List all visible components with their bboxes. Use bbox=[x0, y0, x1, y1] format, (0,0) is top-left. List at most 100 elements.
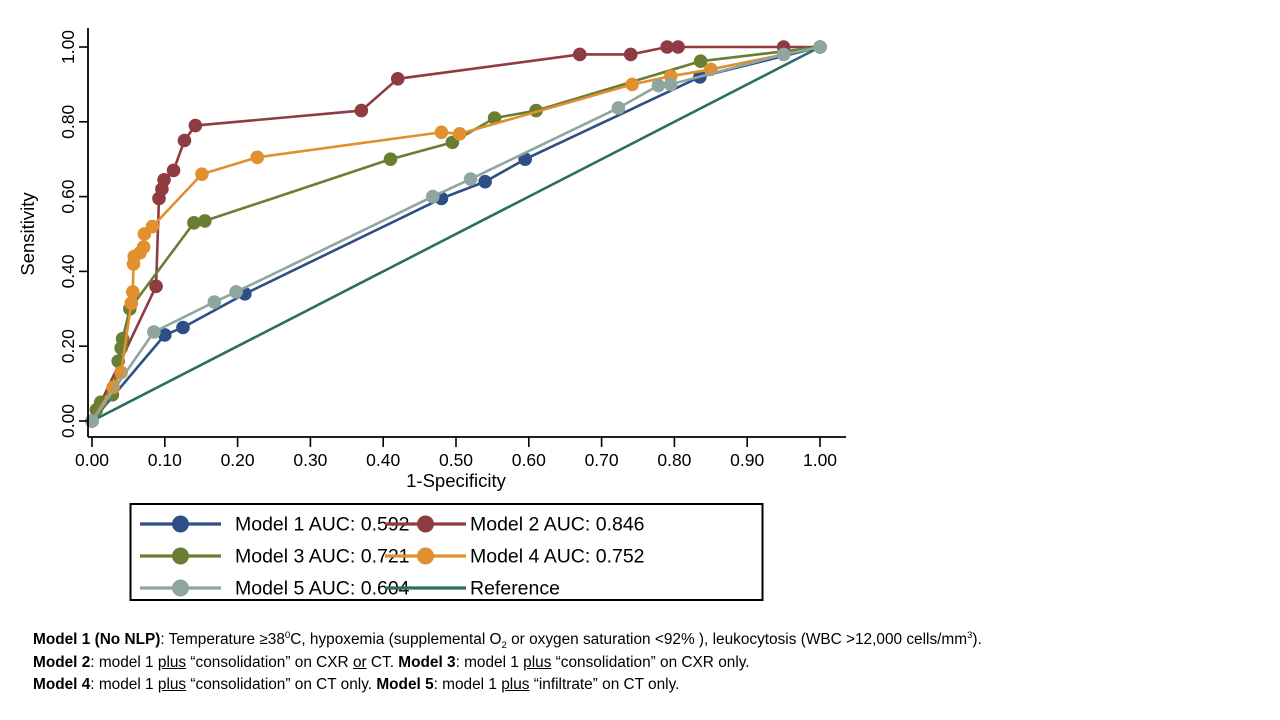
x-tick-label: 0.30 bbox=[293, 450, 327, 470]
x-tick-label: 0.50 bbox=[439, 450, 473, 470]
x-tick-label: 0.40 bbox=[366, 450, 400, 470]
legend-label: Model 5 AUC: 0.604 bbox=[235, 578, 410, 600]
data-point-model-4-auc-0-752 bbox=[434, 125, 449, 140]
y-tick-label: 0.80 bbox=[58, 105, 78, 139]
data-point-model-5-auc-0-604 bbox=[425, 189, 440, 204]
x-tick-label: 0.70 bbox=[585, 450, 619, 470]
data-point-model-5-auc-0-604 bbox=[207, 295, 222, 309]
footnote-segment: : model 1 bbox=[90, 676, 158, 694]
x-tick-label: 0.10 bbox=[148, 450, 182, 470]
footnote-segment: Model 3 bbox=[398, 653, 456, 671]
footnote-segment: plus bbox=[157, 653, 187, 671]
series-line-reference bbox=[91, 45, 821, 423]
x-tick-label: 0.80 bbox=[657, 450, 691, 470]
legend-item-model-2-auc-0-846: Model 2 AUC: 0.846 bbox=[385, 514, 645, 536]
y-tick-label: 1.00 bbox=[58, 30, 78, 64]
y-tick-label: 0.00 bbox=[58, 404, 78, 438]
data-point-model-1-auc-0-592 bbox=[176, 320, 190, 335]
data-point-model-5-auc-0-604 bbox=[651, 78, 666, 93]
footnote-segment: : model 1 bbox=[433, 676, 502, 694]
x-axis-title: 1-Specificity bbox=[406, 470, 506, 491]
data-point-model-3-auc-0-721 bbox=[198, 214, 212, 228]
footnote-segment: CT. bbox=[366, 653, 399, 671]
data-point-model-1-auc-0-592 bbox=[478, 174, 492, 189]
footnote-segment: “infiltrate” on CT only. bbox=[529, 676, 680, 694]
x-tick-label: 0.00 bbox=[75, 450, 109, 470]
footnote-segment: Model 5 bbox=[376, 676, 434, 694]
legend-item-model-4-auc-0-752: Model 4 AUC: 0.752 bbox=[385, 546, 645, 568]
x-tick-label: 0.20 bbox=[221, 450, 255, 470]
data-point-model-2-auc-0-846 bbox=[572, 47, 587, 62]
legend-label: Model 4 AUC: 0.752 bbox=[470, 546, 645, 568]
data-point-model-2-auc-0-846 bbox=[157, 172, 171, 187]
axes bbox=[87, 28, 846, 438]
footnote-segment: plus bbox=[157, 676, 187, 694]
footnote-segment: “consolidation” on CXR bbox=[186, 653, 353, 671]
legend-marker-swatch bbox=[417, 547, 434, 565]
footnotes: Model 1 (No NLP): Temperature ≥380C, hyp… bbox=[33, 629, 1253, 697]
ticks-layer: 0.00 0.10 0.20 0.30 0.40 0.50 0.60 0.70 0.80 0.90… bbox=[58, 30, 837, 470]
data-point-model-4-auc-0-752 bbox=[452, 126, 467, 141]
data-point-model-5-auc-0-604 bbox=[229, 285, 243, 299]
data-point-model-5-auc-0-604 bbox=[463, 172, 478, 186]
data-point-model-4-auc-0-752 bbox=[250, 150, 265, 165]
series-layer bbox=[85, 40, 827, 428]
y-tick-label: 0.20 bbox=[58, 329, 78, 363]
footnote-segment: 0 bbox=[284, 629, 291, 641]
y-tick-label: 0.40 bbox=[58, 254, 78, 288]
legend-marker-swatch bbox=[417, 515, 434, 533]
x-tick-label: 0.60 bbox=[512, 450, 546, 470]
data-point-model-2-auc-0-846 bbox=[166, 163, 181, 178]
footnote-segment: “consolidation” on CT only. bbox=[186, 676, 377, 694]
legend-marker-swatch bbox=[172, 515, 189, 533]
footnote-segment: Model 4 bbox=[33, 676, 91, 694]
data-point-model-2-auc-0-846 bbox=[354, 103, 369, 118]
y-axis-title: Sensitivity bbox=[17, 192, 38, 276]
data-point-model-3-auc-0-721 bbox=[693, 54, 708, 69]
x-tick-label: 1.00 bbox=[803, 450, 837, 470]
legend-box: Model 1 AUC: 0.592 Model 2 AUC: 0.846 Mode… bbox=[129, 503, 764, 601]
footnote-line: Model 1 (No NLP): Temperature ≥380C, hyp… bbox=[33, 629, 1253, 652]
legend-label: Model 2 AUC: 0.846 bbox=[470, 514, 645, 536]
data-point-model-2-auc-0-846 bbox=[177, 133, 192, 148]
x-tick-label: 0.90 bbox=[730, 450, 764, 470]
footnote-segment: 2 bbox=[501, 640, 507, 652]
data-point-model-4-auc-0-752 bbox=[124, 296, 139, 310]
footnote-segment: plus bbox=[523, 653, 552, 671]
data-point-model-5-auc-0-604 bbox=[663, 77, 678, 92]
legend-item-model-3-auc-0-721: Model 3 AUC: 0.721 bbox=[140, 546, 410, 568]
roc-chart-svg: 0.00 0.10 0.20 0.30 0.40 0.50 0.60 0.70 0.80 0.90… bbox=[17, 28, 846, 601]
data-point-model-3-auc-0-721 bbox=[383, 152, 398, 166]
footnote-line: Model 4: model 1 plus “consolidation” on… bbox=[33, 674, 1253, 697]
footnote-segment: plus bbox=[501, 676, 530, 694]
footnote-segment: Model 2 bbox=[33, 653, 91, 671]
footnote-line: Model 2: model 1 plus “consolidation” on… bbox=[33, 652, 1253, 675]
footnote-segment: “consolidation” on CXR only. bbox=[551, 653, 750, 671]
data-point-model-5-auc-0-604 bbox=[147, 325, 161, 339]
data-point-model-4-auc-0-752 bbox=[145, 219, 160, 234]
data-point-model-4-auc-0-752 bbox=[625, 77, 639, 92]
footnote-segment: ). bbox=[972, 631, 982, 648]
footnote-segment: or oxygen saturation <92% ), leukocytosi… bbox=[506, 631, 968, 648]
legend-border bbox=[129, 503, 764, 601]
y-tick-label: 0.60 bbox=[58, 179, 78, 213]
legend-label: Model 1 AUC: 0.592 bbox=[235, 514, 410, 536]
legend-marker-swatch bbox=[172, 547, 189, 565]
footnote-segment: Model 1 (No NLP) bbox=[33, 631, 161, 648]
data-point-model-2-auc-0-846 bbox=[671, 40, 685, 54]
data-point-model-2-auc-0-846 bbox=[149, 279, 163, 294]
footnote-segment: 3 bbox=[967, 629, 973, 641]
legend-item-model-5-auc-0-604: Model 5 AUC: 0.604 bbox=[140, 578, 410, 600]
data-point-model-5-auc-0-604 bbox=[776, 47, 791, 62]
footnote-segment: : model 1 bbox=[90, 653, 158, 671]
data-point-model-5-auc-0-604 bbox=[813, 40, 827, 54]
data-point-model-4-auc-0-752 bbox=[136, 240, 151, 254]
data-point-model-3-auc-0-721 bbox=[187, 215, 201, 230]
legend-marker-swatch bbox=[172, 579, 189, 597]
data-point-model-2-auc-0-846 bbox=[188, 118, 203, 133]
data-point-model-2-auc-0-846 bbox=[623, 47, 638, 62]
legend-item-model-1-auc-0-592: Model 1 AUC: 0.592 bbox=[140, 514, 410, 536]
legend-label: Model 3 AUC: 0.721 bbox=[235, 546, 410, 568]
footnote-segment: or bbox=[352, 653, 367, 671]
